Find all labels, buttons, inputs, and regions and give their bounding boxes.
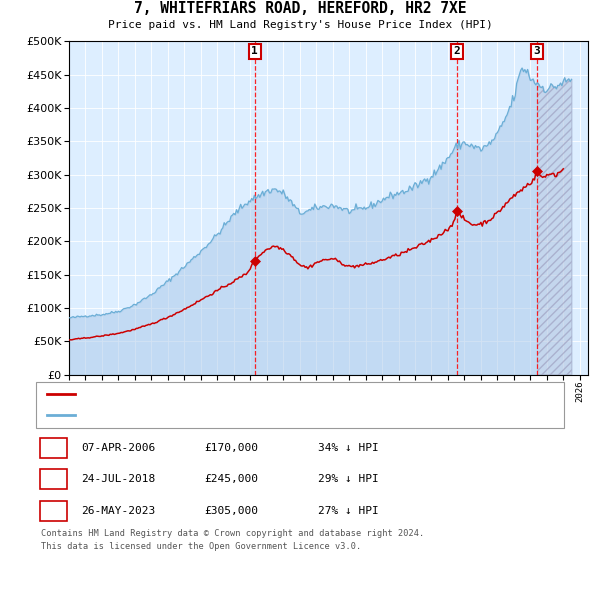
- Text: HPI: Average price, detached house, Herefordshire: HPI: Average price, detached house, Here…: [81, 410, 369, 420]
- Text: 3: 3: [533, 46, 540, 56]
- Text: £170,000: £170,000: [204, 443, 258, 453]
- Text: 7, WHITEFRIARS ROAD, HEREFORD, HR2 7XE: 7, WHITEFRIARS ROAD, HEREFORD, HR2 7XE: [134, 2, 466, 17]
- Text: 2: 2: [50, 474, 57, 484]
- Text: 7, WHITEFRIARS ROAD, HEREFORD, HR2 7XE (detached house): 7, WHITEFRIARS ROAD, HEREFORD, HR2 7XE (…: [81, 389, 404, 399]
- Text: 3: 3: [50, 506, 57, 516]
- Text: This data is licensed under the Open Government Licence v3.0.: This data is licensed under the Open Gov…: [41, 542, 361, 551]
- Text: £245,000: £245,000: [204, 474, 258, 484]
- Text: Price paid vs. HM Land Registry's House Price Index (HPI): Price paid vs. HM Land Registry's House …: [107, 20, 493, 30]
- Text: 27% ↓ HPI: 27% ↓ HPI: [318, 506, 379, 516]
- Text: 29% ↓ HPI: 29% ↓ HPI: [318, 474, 379, 484]
- Text: 26-MAY-2023: 26-MAY-2023: [81, 506, 155, 516]
- Text: 1: 1: [251, 46, 258, 56]
- Text: 1: 1: [50, 443, 57, 453]
- Text: 2: 2: [454, 46, 461, 56]
- Text: 07-APR-2006: 07-APR-2006: [81, 443, 155, 453]
- Text: 24-JUL-2018: 24-JUL-2018: [81, 474, 155, 484]
- Text: £305,000: £305,000: [204, 506, 258, 516]
- Text: Contains HM Land Registry data © Crown copyright and database right 2024.: Contains HM Land Registry data © Crown c…: [41, 529, 424, 538]
- Text: 34% ↓ HPI: 34% ↓ HPI: [318, 443, 379, 453]
